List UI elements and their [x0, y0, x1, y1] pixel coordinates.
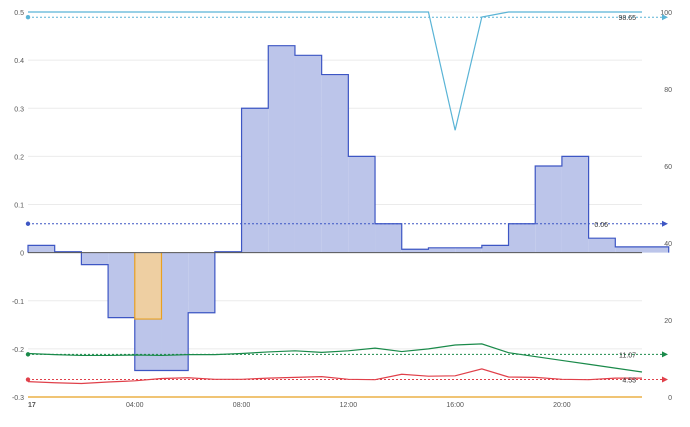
reference-label: 0.06: [594, 222, 608, 229]
bar-series-1-bar-16: [455, 247, 482, 253]
line-series-2: [27, 343, 643, 373]
bar-series-1-bar-15: [428, 247, 456, 253]
right-tick-label: 0: [668, 395, 672, 402]
bar-series-1-bar-18: [508, 223, 536, 253]
x-tick-label: 20:00: [553, 402, 571, 409]
avg-label-2: 11.07: [619, 352, 636, 359]
avg-arrow-2: [662, 351, 668, 358]
bar-series-1-bar-8: [241, 108, 269, 253]
left-tick-label: 0.3: [14, 106, 24, 113]
bar-series-1-outline: [27, 45, 670, 372]
left-tick-label: 0.2: [14, 154, 24, 161]
left-tick-label: 0.1: [14, 203, 24, 210]
x-tick-label: 04:00: [126, 402, 144, 409]
bar-series-1-bar-23: [642, 246, 669, 253]
left-tick-label: 0: [20, 251, 24, 258]
bar-series-1-bar-21: [588, 238, 616, 253]
bar-series-1-bar-0: [28, 245, 55, 253]
right-tick-label: 40: [664, 241, 672, 248]
bar-series-1-bar-9: [268, 45, 295, 253]
x-tick-label: 08:00: [233, 402, 251, 409]
avg-start-dot-3: [25, 377, 31, 382]
right-tick-label: 80: [664, 87, 672, 94]
line-series-1: [28, 11, 642, 131]
right-tick-label: 60: [664, 164, 672, 171]
bar-series-1-bar-11: [321, 74, 349, 253]
left-tick-label: 0.4: [14, 58, 24, 65]
avg-label-3: 4.53: [622, 378, 636, 385]
bar-series-1-bar-5: [161, 252, 189, 371]
left-tick-label: -0.3: [12, 395, 24, 402]
bar-series-1-bar-2: [81, 252, 109, 265]
reference-arrow: [662, 220, 668, 227]
x-tick-label: 16:00: [446, 402, 464, 409]
left-tick-label: 0.5: [14, 10, 24, 17]
bar-series-1-bar-19: [535, 166, 562, 253]
bar-series-1-bar-10: [294, 55, 322, 253]
bar-series-2-outline: [134, 252, 163, 320]
x-tick-label: 12:00: [340, 402, 358, 409]
bar-series-1-bar-12: [348, 156, 376, 253]
bar-series-1-bar-17: [481, 245, 509, 253]
right-tick-label: 20: [664, 318, 672, 325]
bar-series-1-bar-6: [188, 252, 215, 313]
bar-series-2-bar-0: [134, 252, 162, 320]
avg-start-dot-2: [25, 352, 31, 357]
bar-series-1-bar-22: [615, 246, 642, 253]
bar-series-1-bar-14: [401, 249, 429, 253]
bar-series-1-bar-3: [108, 252, 135, 318]
bar-series-1-bar-20: [561, 156, 589, 253]
avg-label-1: 98.65: [618, 15, 636, 22]
line-series-3: [27, 368, 642, 385]
bar-series-1-bar-13: [375, 223, 402, 253]
avg-arrow-1: [662, 14, 668, 21]
right-tick-label: 100: [660, 10, 672, 17]
left-tick-label: -0.1: [12, 299, 24, 306]
x-tick-label: 17: [28, 402, 36, 409]
reference-dot: [25, 221, 31, 226]
avg-arrow-3: [662, 376, 668, 383]
avg-start-dot-1: [25, 14, 31, 20]
left-tick-label: -0.2: [12, 347, 24, 354]
